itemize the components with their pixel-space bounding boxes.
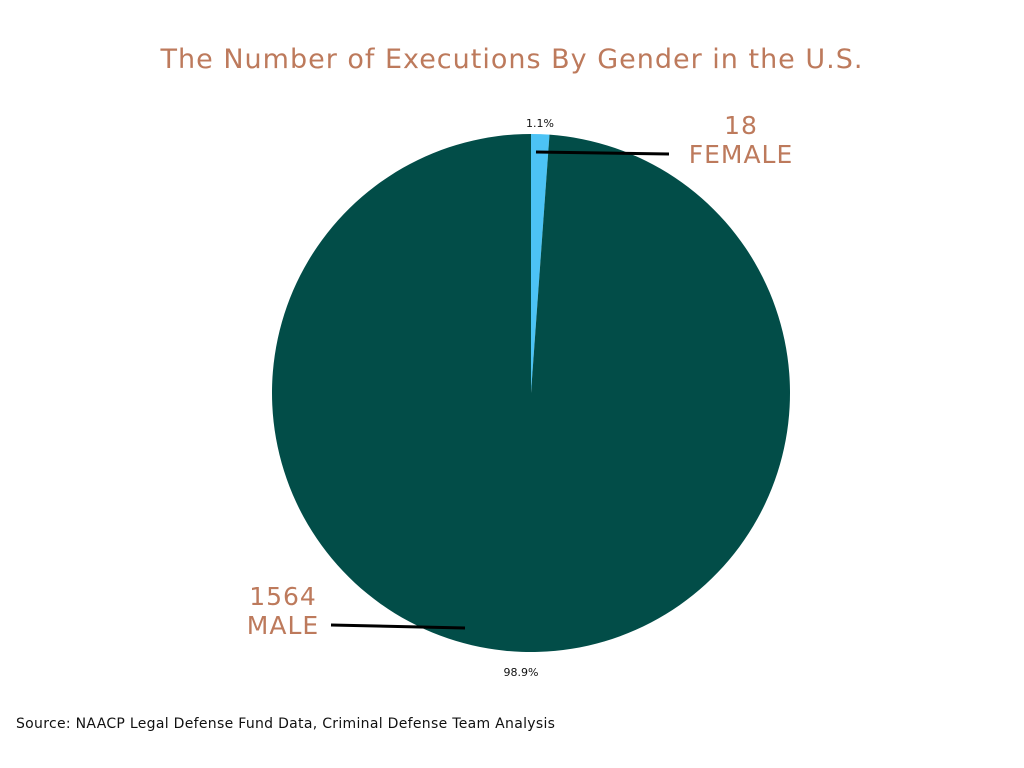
pct-label-male: 98.9% bbox=[504, 666, 539, 679]
leader-line-female bbox=[535, 150, 670, 156]
name-label-male: MALE bbox=[247, 611, 319, 640]
chart-title: The Number of Executions By Gender in th… bbox=[160, 44, 864, 75]
count-label-female: 18 bbox=[724, 111, 758, 140]
pct-label-female: 1.1% bbox=[526, 117, 554, 130]
pie-slices bbox=[271, 134, 790, 652]
leader-line-male bbox=[330, 623, 466, 630]
source-note: Source: NAACP Legal Defense Fund Data, C… bbox=[16, 716, 556, 732]
pie-slice-female bbox=[531, 134, 550, 393]
pie-slice-male bbox=[271, 134, 790, 652]
name-label-female: FEMALE bbox=[689, 140, 794, 169]
count-label-male: 1564 bbox=[249, 582, 317, 611]
